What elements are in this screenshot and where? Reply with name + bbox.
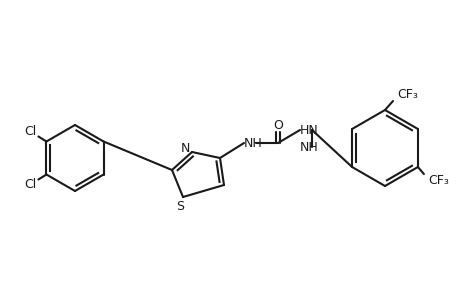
Text: Cl: Cl <box>24 178 36 191</box>
Text: Cl: Cl <box>24 125 36 138</box>
Text: CF₃: CF₃ <box>427 175 448 188</box>
Text: N: N <box>180 142 189 154</box>
Text: NH: NH <box>299 140 318 154</box>
Text: NH: NH <box>243 136 262 149</box>
Text: O: O <box>273 118 282 131</box>
Text: S: S <box>176 200 184 214</box>
Text: CF₃: CF₃ <box>396 88 417 100</box>
Text: HN: HN <box>299 124 318 136</box>
